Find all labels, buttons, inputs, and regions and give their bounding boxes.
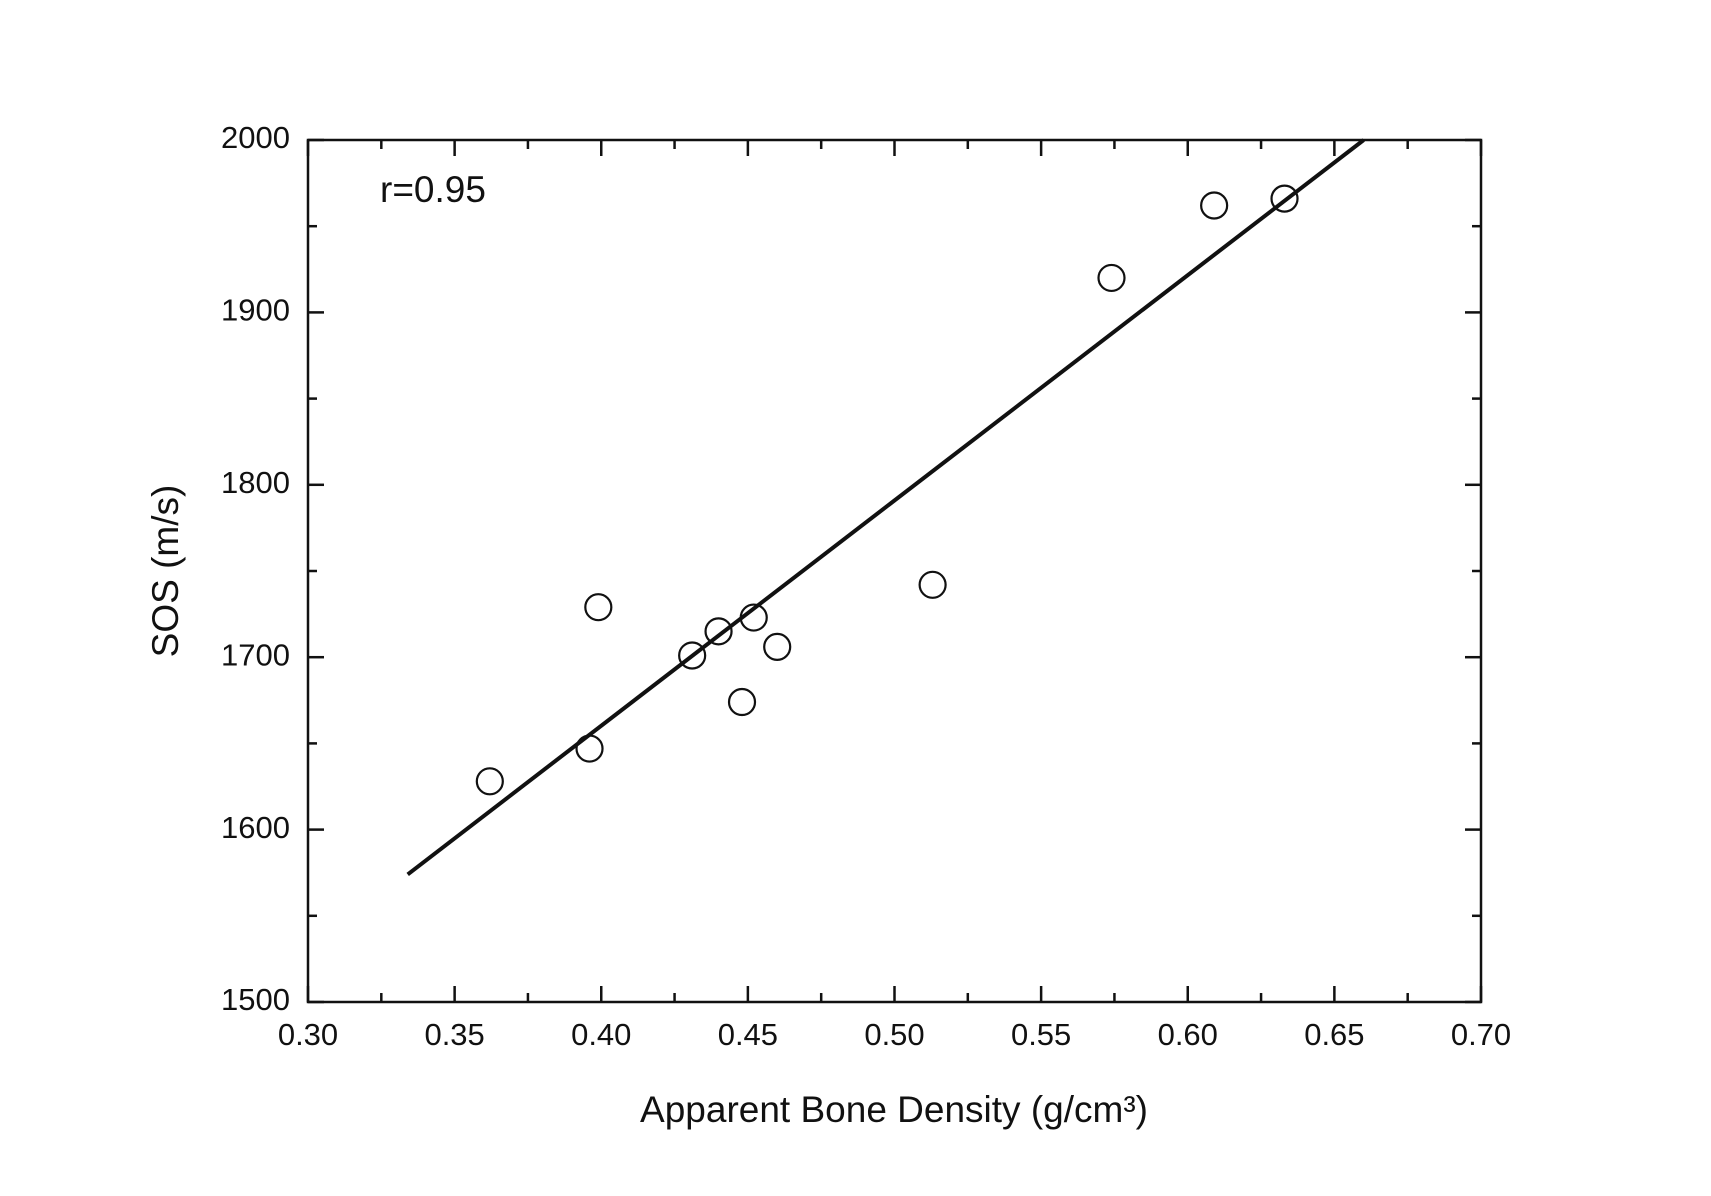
data-point <box>678 641 707 670</box>
x-tick-label: 0.45 <box>718 1017 778 1052</box>
annotation: r=0.95 <box>380 169 486 210</box>
data-point <box>727 687 757 717</box>
y-tick-label: 1500 <box>221 982 290 1017</box>
y-tick-label: 1600 <box>221 810 290 845</box>
fit-line <box>406 138 1365 877</box>
x-tick-label: 0.40 <box>571 1017 631 1052</box>
y-tick-label: 1900 <box>221 293 290 328</box>
data-point <box>575 734 604 763</box>
x-tick-label: 0.60 <box>1158 1017 1218 1052</box>
y-tick-label: 1700 <box>221 637 290 672</box>
data-point <box>1097 263 1126 293</box>
x-tick-label: 0.70 <box>1451 1017 1511 1052</box>
x-tick-label: 0.50 <box>864 1017 924 1052</box>
x-tick-label: 0.35 <box>424 1017 484 1052</box>
data-point <box>763 632 792 661</box>
x-tick-label: 0.65 <box>1304 1017 1364 1052</box>
data-point <box>584 593 613 622</box>
x-tick-label: 0.55 <box>1011 1017 1071 1052</box>
y-axis-title: SOS (m/s) <box>145 485 186 658</box>
data-point <box>1270 184 1299 213</box>
data-point <box>475 767 504 796</box>
x-tick-label: 0.30 <box>278 1017 338 1052</box>
x-axis-title: Apparent Bone Density (g/cm³) <box>640 1089 1148 1130</box>
data-point <box>704 617 733 646</box>
data-point <box>918 570 947 599</box>
y-tick-label: 2000 <box>221 120 290 155</box>
data-point <box>739 603 768 632</box>
plot-frame <box>306 138 1483 1004</box>
data-point <box>1200 191 1229 220</box>
y-tick-label: 1800 <box>221 465 290 500</box>
